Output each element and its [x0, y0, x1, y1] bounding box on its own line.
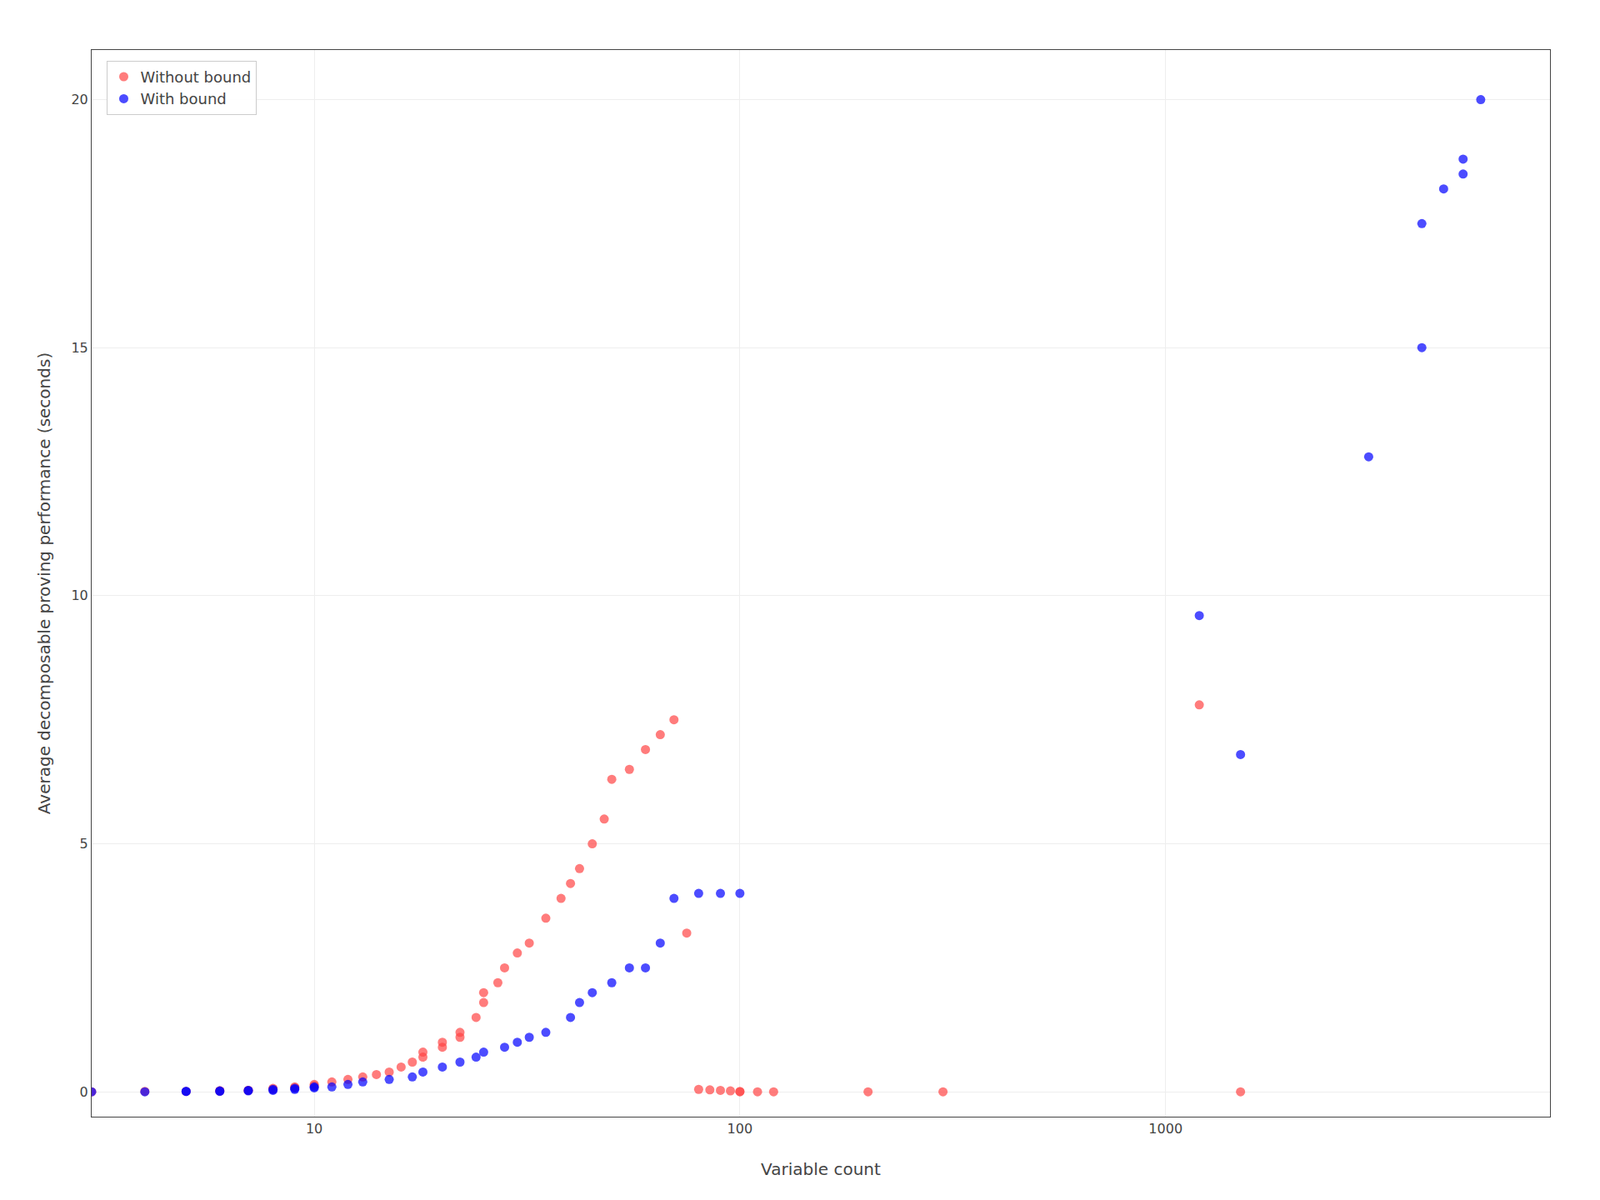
- svg-text:100: 100: [727, 1120, 754, 1137]
- svg-text:Variable count: Variable count: [760, 1159, 881, 1180]
- svg-text:Average decomposable proving p: Average decomposable proving performance…: [34, 352, 55, 815]
- svg-text:Without bound: Without bound: [140, 68, 252, 86]
- svg-text:With bound: With bound: [140, 90, 227, 108]
- svg-text:1000: 1000: [1148, 1120, 1183, 1137]
- svg-text:15: 15: [70, 340, 88, 356]
- svg-text:10: 10: [305, 1120, 323, 1137]
- svg-text:10: 10: [70, 587, 88, 604]
- svg-text:5: 5: [80, 835, 89, 852]
- svg-text:20: 20: [70, 91, 88, 108]
- svg-text:0: 0: [80, 1084, 89, 1100]
